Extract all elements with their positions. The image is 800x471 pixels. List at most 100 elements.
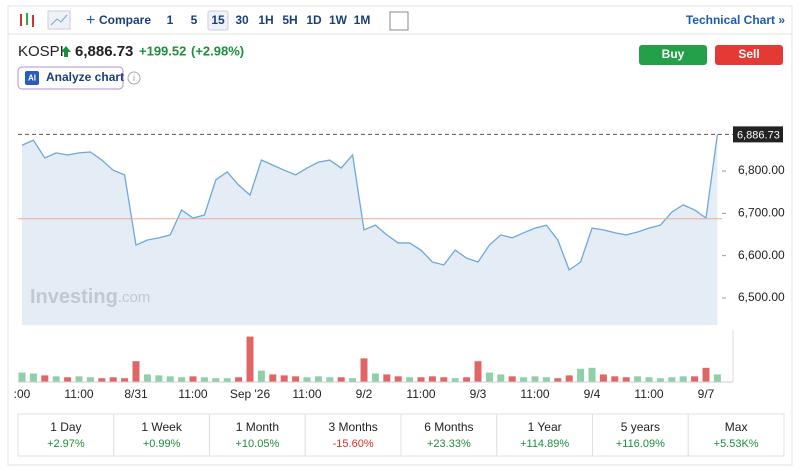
analyze-button[interactable] [17, 66, 124, 90]
volume-bar [531, 376, 539, 382]
period-change[interactable]: +23.33% [427, 438, 471, 450]
y-tick-label: 6,600.00 [738, 248, 785, 262]
volume-bar [463, 377, 471, 382]
interval-button[interactable]: 1W [329, 13, 348, 27]
info-i: i [133, 73, 135, 83]
watermark-suffix: .com [118, 289, 151, 306]
y-tick-label: 6,500.00 [738, 290, 785, 304]
volume-bar [599, 374, 607, 382]
volume-bar [394, 376, 402, 382]
period-cell[interactable] [209, 413, 306, 457]
volume-bar [326, 377, 334, 382]
interval-button[interactable]: 5H [282, 13, 297, 27]
last-price-label: 6,886.73 [737, 129, 780, 141]
period-change[interactable]: +116.09% [616, 438, 665, 450]
up-arrow [61, 46, 71, 57]
interval-button[interactable]: 1D [306, 13, 322, 27]
interval-button[interactable]: 15 [211, 13, 225, 27]
interval-button[interactable]: 30 [235, 13, 249, 27]
volume-bar [337, 377, 345, 382]
ai-badge [25, 71, 39, 85]
period-change[interactable]: +5.53K% [714, 438, 759, 450]
y-tick-label: 6,700.00 [738, 206, 785, 220]
period-label[interactable]: 3 Months [328, 420, 377, 434]
volume-bar [29, 373, 37, 382]
period-change[interactable]: -15.60% [333, 438, 374, 450]
volume-bar [474, 361, 482, 382]
ai-badge-text: AI [28, 74, 36, 83]
volume-bar [246, 336, 254, 382]
watermark: Investing.com [30, 286, 150, 308]
volume-bar [189, 376, 197, 382]
volume-bar [98, 378, 106, 382]
period-label[interactable]: 1 Day [50, 420, 81, 434]
info-icon[interactable] [127, 71, 141, 85]
period-label[interactable]: 1 Week [141, 420, 182, 434]
interval-button[interactable]: 1M [354, 13, 371, 27]
interval-button[interactable]: 1H [258, 13, 273, 27]
buy-button[interactable] [639, 45, 707, 65]
analyze-label[interactable]: Analyze chart [46, 70, 124, 84]
volume-bar [223, 378, 231, 382]
volume-bar [143, 374, 151, 382]
price: 6,886.73 [75, 43, 133, 60]
volume-bar [212, 378, 220, 382]
volume-bar [303, 377, 311, 382]
volume-bar [292, 376, 300, 382]
period-cell[interactable] [687, 413, 785, 457]
period-change[interactable]: +2.97% [47, 438, 85, 450]
change-pct: (+2.98%) [191, 43, 244, 58]
volume-bar [702, 367, 710, 382]
period-label[interactable]: 1 Year [528, 420, 562, 434]
volume-bar [18, 372, 26, 382]
period-change[interactable]: +114.89% [520, 438, 569, 450]
volume-bar [451, 378, 459, 382]
period-change[interactable]: +10.05% [236, 438, 280, 450]
x-tick-label: 9/3 [470, 387, 487, 401]
x-tick-label: 9/2 [356, 387, 373, 401]
technical-chart-link[interactable]: Technical Chart » [686, 13, 785, 27]
volume-bar [542, 377, 550, 382]
price-area [22, 134, 718, 325]
period-label[interactable]: 1 Month [236, 420, 279, 434]
period-change[interactable]: +0.99% [143, 438, 181, 450]
volume-bar [656, 378, 664, 382]
x-tick-label: 9/4 [584, 387, 601, 401]
volume-bar [611, 376, 619, 382]
interval-button[interactable]: 5 [191, 13, 198, 27]
volume-bar [634, 376, 642, 382]
volume-bar [41, 375, 49, 382]
volume-bar [314, 376, 322, 382]
volume-bar [497, 374, 505, 382]
buy-label[interactable]: Buy [662, 47, 685, 61]
compare-button[interactable]: Compare [99, 13, 151, 27]
period-label[interactable]: 6 Months [424, 420, 473, 434]
period-cell[interactable] [17, 413, 115, 457]
period-cell[interactable] [592, 413, 689, 457]
last-price-box [733, 126, 783, 143]
change: +199.52 [139, 43, 186, 58]
interval-active [207, 10, 229, 31]
volume-bar [257, 370, 265, 382]
volume-bar [691, 376, 699, 382]
watermark-brand: Investing [30, 286, 118, 308]
sell-button[interactable] [715, 45, 783, 65]
period-cell[interactable] [113, 413, 210, 457]
volume-bar [269, 374, 277, 382]
period-cell[interactable] [304, 413, 402, 457]
period-cell[interactable] [496, 413, 593, 457]
volume-bar [440, 377, 448, 382]
volume-bar [349, 378, 357, 382]
volume-bar [565, 375, 573, 382]
period-cell[interactable] [400, 413, 498, 457]
layout-icon[interactable] [389, 11, 409, 31]
period-label[interactable]: Max [725, 420, 748, 434]
x-tick-label: 11:00 [292, 387, 321, 401]
period-label[interactable]: 5 years [621, 420, 660, 434]
volume-bar [52, 376, 60, 382]
interval-button[interactable]: 1 [167, 13, 174, 27]
volume-bar [132, 361, 140, 382]
sell-label[interactable]: Sell [738, 47, 759, 61]
candle-icon[interactable] [20, 13, 34, 27]
plus-icon: + [86, 12, 95, 29]
